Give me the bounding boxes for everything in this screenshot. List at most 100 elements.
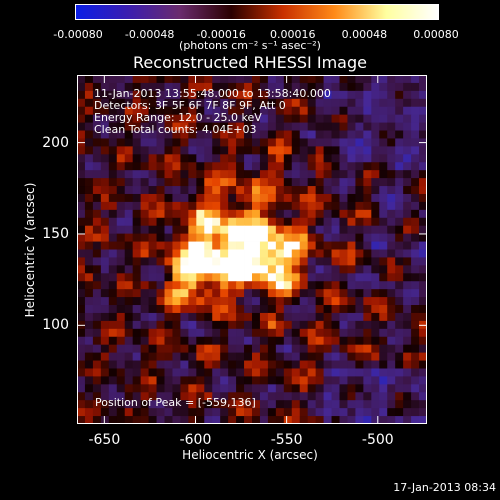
heatmap-cell	[355, 312, 364, 322]
heatmap-cell	[267, 75, 277, 84]
heatmap-cell	[196, 162, 205, 171]
heatmap-cell	[204, 82, 213, 92]
heatmap-cell	[116, 328, 126, 338]
heatmap-cell	[339, 408, 348, 417]
heatmap-cell	[419, 368, 427, 377]
heatmap-cell	[108, 170, 118, 179]
heatmap-cell	[140, 289, 149, 298]
heatmap-cell	[387, 162, 396, 171]
heatmap-cell	[196, 400, 205, 409]
heatmap-cell	[315, 146, 324, 155]
heatmap-cell	[419, 328, 427, 338]
heatmap-cell	[323, 82, 332, 92]
heatmap-cell	[100, 106, 110, 116]
heatmap-cell	[307, 98, 317, 108]
heatmap-cell	[291, 265, 301, 274]
heatmap-cell	[196, 257, 205, 266]
heatmap-cell	[164, 90, 173, 100]
heatmap-cell	[419, 241, 427, 250]
heatmap-cell	[379, 138, 388, 147]
heatmap-cell	[379, 281, 388, 290]
heatmap-cell	[411, 257, 420, 266]
heatmap-cell	[283, 146, 293, 155]
heatmap-cell	[220, 233, 229, 242]
heatmap-cell	[331, 146, 340, 155]
heatmap-cell	[204, 305, 213, 314]
heatmap-cell	[275, 106, 285, 116]
heatmap-cell	[315, 162, 324, 171]
heatmap-cell	[259, 241, 269, 250]
heatmap-cell	[355, 225, 364, 235]
heatmap-cell	[180, 265, 189, 274]
heatmap-cell	[156, 75, 165, 84]
heatmap-cell	[331, 344, 340, 354]
heatmap-cell	[315, 384, 324, 393]
heatmap-cell	[307, 162, 317, 171]
heatmap-cell	[275, 138, 285, 147]
heatmap-cell	[283, 265, 293, 274]
heatmap-cell	[228, 186, 237, 195]
heatmap-cell	[236, 209, 245, 219]
heatmap-cell	[379, 146, 388, 155]
heatmap-cell	[164, 146, 173, 155]
heatmap-cell	[291, 312, 301, 322]
heatmap-cell	[252, 162, 261, 171]
heatmap-cell	[403, 217, 412, 227]
heatmap-cell	[100, 265, 110, 274]
heatmap-cell	[228, 281, 237, 290]
heatmap-cell	[140, 114, 149, 123]
heatmap-cell	[355, 82, 364, 92]
heatmap-cell	[108, 408, 118, 417]
heatmap-cell	[363, 201, 372, 211]
heatmap-cell	[331, 170, 340, 179]
heatmap-cell	[148, 201, 157, 211]
heatmap-cell	[331, 178, 340, 187]
heatmap-cell	[339, 178, 348, 187]
heatmap-cell	[188, 352, 197, 361]
heatmap-cell	[307, 305, 317, 314]
heatmap-cell	[140, 360, 149, 369]
heatmap-cell	[196, 328, 205, 338]
heatmap-cell	[132, 122, 142, 131]
heatmap-cell	[164, 114, 173, 123]
heatmap-cell	[395, 233, 404, 242]
heatmap-cell	[148, 209, 157, 219]
heatmap-cell	[387, 352, 396, 361]
heatmap-cell	[244, 201, 253, 211]
heatmap-cell	[411, 201, 420, 211]
heatmap-cell	[236, 170, 245, 179]
heatmap-cell	[244, 130, 253, 139]
heatmap-cell	[244, 193, 253, 203]
heatmap-cell	[212, 106, 221, 116]
heatmap-cell	[283, 384, 293, 393]
heatmap-cell	[124, 257, 134, 266]
heatmap-cell	[84, 384, 94, 393]
heatmap-cell	[259, 344, 269, 354]
heatmap-cell	[204, 328, 213, 338]
heatmap-cell	[164, 98, 173, 108]
heatmap-cell	[148, 360, 157, 369]
heatmap-cell	[252, 241, 261, 250]
heatmap-cell	[188, 193, 197, 203]
heatmap-cell	[180, 384, 189, 393]
heatmap-cell	[108, 90, 118, 100]
annotation-energy-range: Energy Range: 12.0 - 25.0 keV	[94, 111, 262, 124]
heatmap-cell	[307, 368, 317, 377]
heatmap-cell	[387, 178, 396, 187]
heatmap-cell	[347, 186, 356, 195]
heatmap-cell	[379, 416, 388, 424]
heatmap-cell	[116, 193, 126, 203]
heatmap-cell	[347, 297, 356, 306]
heatmap-cell	[156, 138, 165, 147]
heatmap-cell	[77, 336, 86, 346]
heatmap-cell	[411, 336, 420, 346]
heatmap-cell	[379, 162, 388, 171]
heatmap-cell	[371, 312, 380, 322]
heatmap-cell	[403, 138, 412, 147]
heatmap-cell	[156, 162, 165, 171]
heatmap-cell	[212, 217, 221, 227]
heatmap-cell	[331, 384, 340, 393]
heatmap-cell	[363, 384, 372, 393]
heatmap-cell	[140, 233, 149, 242]
heatmap-cell	[212, 209, 221, 219]
